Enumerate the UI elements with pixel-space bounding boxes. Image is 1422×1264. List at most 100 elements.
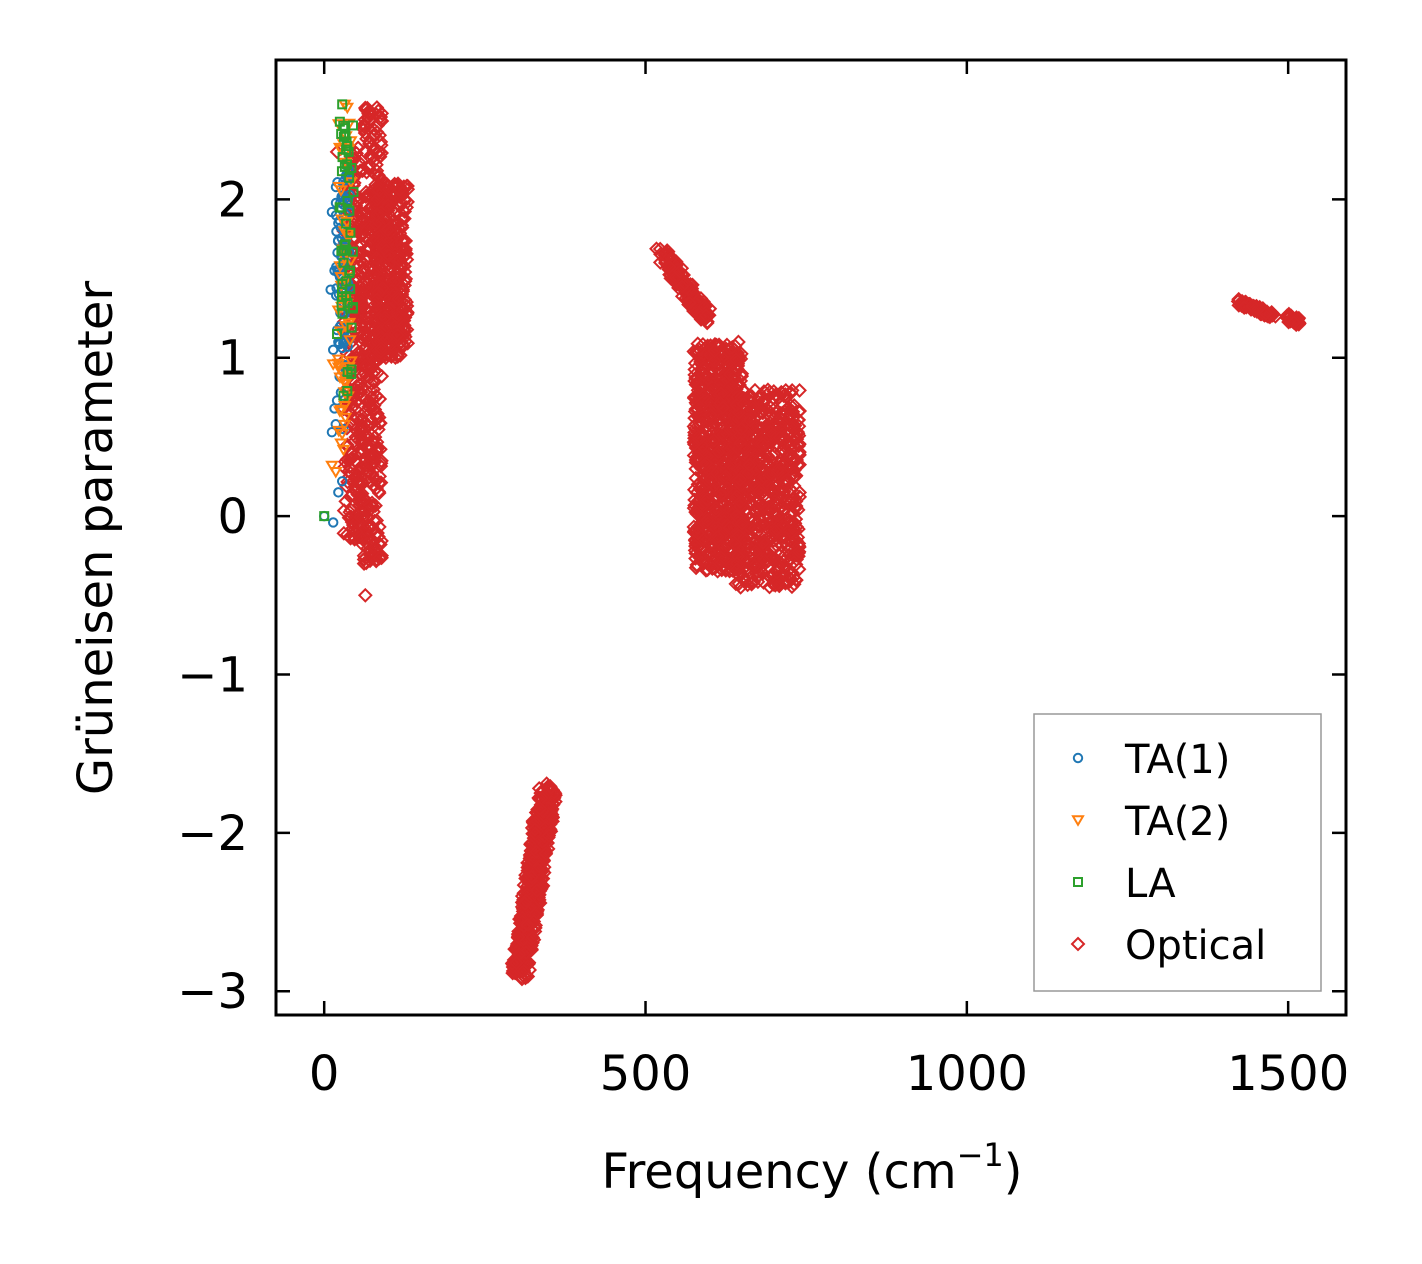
point-optical xyxy=(366,375,382,391)
point-optical xyxy=(724,339,740,355)
point-optical xyxy=(682,295,698,311)
plot-frame xyxy=(274,58,1348,1017)
point-optical xyxy=(690,520,705,536)
point-optical xyxy=(541,828,557,843)
point-optical xyxy=(716,455,731,471)
point-optical xyxy=(742,570,758,586)
point-la xyxy=(338,120,349,131)
point-optical xyxy=(692,380,708,396)
point-la xyxy=(341,144,352,155)
point-optical xyxy=(395,337,411,353)
legend-label-la: LA xyxy=(1125,861,1176,907)
point-optical xyxy=(381,182,397,197)
point-optical xyxy=(702,402,717,418)
point-optical xyxy=(729,397,744,413)
point-optical xyxy=(712,503,727,519)
point-optical xyxy=(538,845,554,861)
point-la xyxy=(343,146,354,157)
point-optical xyxy=(356,548,372,564)
point-optical xyxy=(736,390,752,406)
point-optical xyxy=(394,185,410,201)
legend-marker-shape xyxy=(1071,815,1085,827)
point-optical xyxy=(699,448,715,464)
point-optical xyxy=(369,292,385,308)
legend-label-ta2: TA(2) xyxy=(1124,799,1230,845)
point-optical xyxy=(715,427,731,443)
point-optical xyxy=(783,482,799,498)
point-optical xyxy=(710,529,726,545)
point-optical xyxy=(689,557,705,573)
point-optical xyxy=(508,955,524,971)
legend-marker-shape xyxy=(1072,752,1084,764)
point-optical xyxy=(517,896,533,912)
point-optical xyxy=(700,562,715,578)
point-optical xyxy=(733,455,748,471)
point-optical xyxy=(357,272,373,288)
point-optical xyxy=(692,481,708,496)
point-optical xyxy=(381,256,397,272)
point-la xyxy=(342,159,353,170)
y-axis-title: Grüneisen parameter xyxy=(68,281,124,796)
point-optical xyxy=(776,473,792,489)
point-optical xyxy=(780,428,796,444)
x-tick-label: 1500 xyxy=(1227,1046,1349,1102)
point-optical xyxy=(365,478,381,493)
data-points xyxy=(318,99,1307,987)
x-tick-label: 0 xyxy=(309,1046,340,1102)
point-optical xyxy=(722,520,737,536)
point-optical xyxy=(356,116,372,132)
point-la xyxy=(342,195,353,206)
point-optical xyxy=(699,492,715,507)
point-optical xyxy=(764,480,779,496)
point-optical xyxy=(397,242,413,258)
point-ta1 xyxy=(336,476,348,487)
point-optical xyxy=(710,444,726,460)
point-optical xyxy=(732,494,748,510)
point-optical xyxy=(392,252,407,268)
point-optical xyxy=(703,471,719,487)
point-optical xyxy=(521,944,536,960)
point-optical xyxy=(751,480,767,496)
legend-marker-ta1 xyxy=(1072,752,1084,764)
point-la xyxy=(347,303,358,314)
point-optical xyxy=(774,531,789,547)
point-optical xyxy=(701,485,717,501)
series-optical xyxy=(329,100,1307,987)
point-optical xyxy=(753,496,769,511)
point-optical xyxy=(1244,298,1260,314)
point-optical xyxy=(768,523,783,539)
point-optical xyxy=(369,191,385,207)
point-optical xyxy=(698,308,714,324)
point-optical xyxy=(354,381,370,396)
point-optical xyxy=(668,270,684,285)
point-optical xyxy=(686,390,702,406)
point-optical xyxy=(728,536,744,552)
point-optical xyxy=(1281,314,1297,330)
x-axis-title-end: ) xyxy=(1004,1144,1023,1200)
point-optical xyxy=(348,524,364,540)
point-optical xyxy=(359,339,374,355)
point-optical xyxy=(737,439,753,455)
point-optical xyxy=(397,301,413,317)
point-optical xyxy=(339,478,354,494)
point-optical xyxy=(355,368,371,384)
point-optical xyxy=(706,432,722,448)
point-ta1 xyxy=(327,344,339,356)
point-optical xyxy=(336,460,352,475)
point-optical xyxy=(733,421,749,437)
point-optical xyxy=(388,285,404,301)
point-optical xyxy=(761,403,777,419)
point-optical xyxy=(380,222,396,238)
point-optical xyxy=(543,823,559,839)
point-optical xyxy=(369,443,384,459)
point-optical xyxy=(737,441,753,457)
point-optical xyxy=(367,429,383,445)
y-tick-label: 0 xyxy=(217,489,248,545)
point-optical xyxy=(355,214,370,230)
point-optical xyxy=(769,389,785,404)
point-optical xyxy=(783,514,799,530)
point-optical xyxy=(390,349,406,364)
point-optical xyxy=(520,917,536,933)
point-optical xyxy=(687,425,702,440)
point-optical xyxy=(357,451,373,467)
